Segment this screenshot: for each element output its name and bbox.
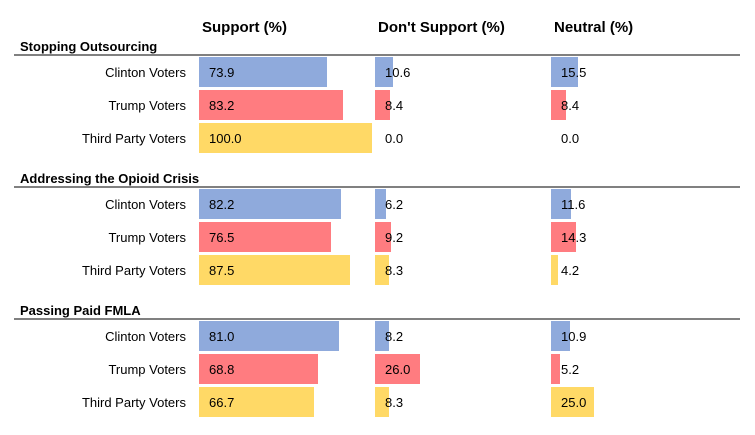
bar xyxy=(199,387,314,417)
row-label: Third Party Voters xyxy=(82,263,187,278)
data-label: 73.9 xyxy=(209,65,234,80)
bar xyxy=(551,57,578,87)
bar xyxy=(375,255,389,285)
bar xyxy=(375,387,389,417)
data-label: 25.0 xyxy=(561,395,586,410)
data-label: 5.2 xyxy=(561,362,579,377)
bar xyxy=(375,222,391,252)
data-label: 15.5 xyxy=(561,65,586,80)
section-title: Passing Paid FMLA xyxy=(20,303,141,318)
bar xyxy=(199,57,327,87)
row-label: Third Party Voters xyxy=(82,395,187,410)
row-label: Trump Voters xyxy=(108,230,186,245)
data-label: 68.8 xyxy=(209,362,234,377)
data-label: 14.3 xyxy=(561,230,586,245)
row-label: Clinton Voters xyxy=(105,329,186,344)
data-label: 81.0 xyxy=(209,329,234,344)
bar xyxy=(551,255,558,285)
row-label: Trump Voters xyxy=(108,98,186,113)
data-label: 0.0 xyxy=(385,131,403,146)
data-label: 8.3 xyxy=(385,263,403,278)
data-label: 66.7 xyxy=(209,395,234,410)
data-label: 4.2 xyxy=(561,263,579,278)
bar xyxy=(551,354,560,384)
bar xyxy=(375,90,390,120)
data-label: 76.5 xyxy=(209,230,234,245)
bar xyxy=(199,222,331,252)
bar xyxy=(199,354,318,384)
data-label: 100.0 xyxy=(209,131,242,146)
bar xyxy=(375,189,386,219)
row-label: Third Party Voters xyxy=(82,131,187,146)
bar xyxy=(375,354,420,384)
bar xyxy=(551,321,570,351)
row-label: Clinton Voters xyxy=(105,65,186,80)
row-label: Clinton Voters xyxy=(105,197,186,212)
bar xyxy=(199,123,372,153)
data-label: 0.0 xyxy=(561,131,579,146)
data-label: 10.9 xyxy=(561,329,586,344)
data-label: 8.4 xyxy=(561,98,579,113)
data-label: 10.6 xyxy=(385,65,410,80)
bar xyxy=(199,321,339,351)
row-label: Trump Voters xyxy=(108,362,186,377)
data-label: 6.2 xyxy=(385,197,403,212)
bar xyxy=(551,387,594,417)
bar xyxy=(199,189,341,219)
data-label: 26.0 xyxy=(385,362,410,377)
data-label: 11.6 xyxy=(561,197,585,212)
bar xyxy=(199,90,343,120)
bar xyxy=(375,321,389,351)
column-header: Neutral (%) xyxy=(554,19,633,36)
column-header: Don't Support (%) xyxy=(378,19,505,36)
data-label: 8.4 xyxy=(385,98,403,113)
data-label: 8.2 xyxy=(385,329,403,344)
bar xyxy=(551,90,566,120)
data-label: 9.2 xyxy=(385,230,403,245)
data-label: 87.5 xyxy=(209,263,234,278)
section-title: Addressing the Opioid Crisis xyxy=(20,171,199,186)
data-label: 83.2 xyxy=(209,98,234,113)
data-label: 82.2 xyxy=(209,197,234,212)
column-header: Support (%) xyxy=(202,19,287,36)
bar xyxy=(199,255,350,285)
section-title: Stopping Outsourcing xyxy=(20,39,157,54)
bar xyxy=(375,57,393,87)
bar xyxy=(551,189,571,219)
data-label: 8.3 xyxy=(385,395,403,410)
bar xyxy=(551,222,576,252)
